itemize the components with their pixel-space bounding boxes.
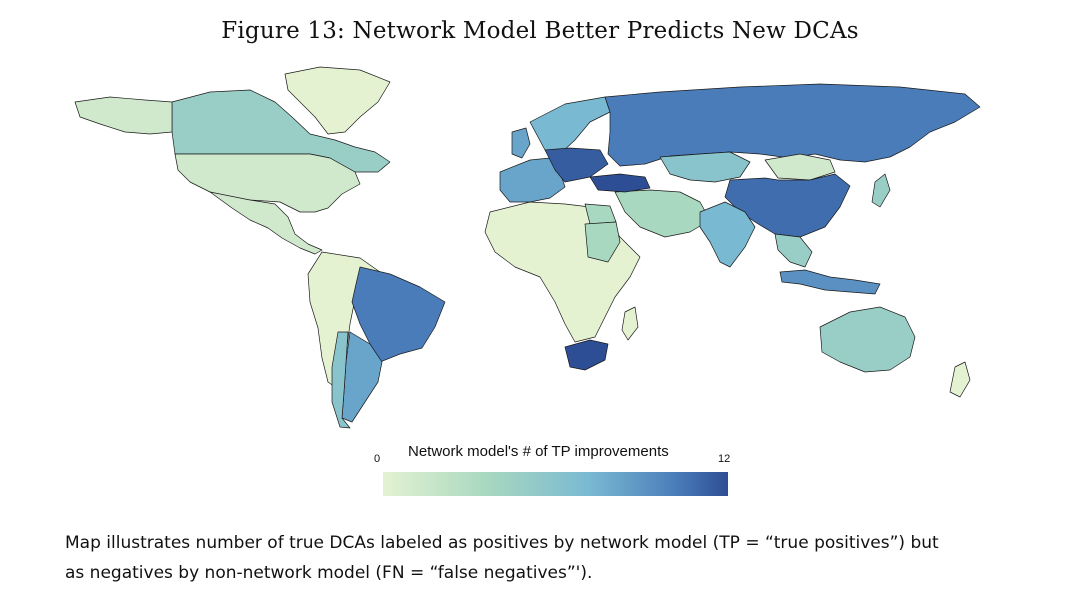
- caption-line-2: as negatives by non-network model (FN = …: [65, 563, 593, 583]
- region-indonesia: [779, 269, 881, 295]
- region-sudan: [584, 221, 621, 263]
- region-madagascar: [621, 306, 639, 341]
- region-india: [699, 201, 756, 268]
- region-chile: [331, 331, 351, 429]
- legend-title: Network model's # of TP improvements: [408, 443, 669, 460]
- region-australia: [819, 306, 916, 373]
- region-mexico: [209, 191, 323, 255]
- region-africa: [484, 201, 641, 343]
- region-united-states: [174, 153, 361, 213]
- region-japan: [871, 173, 891, 208]
- region-egypt: [584, 203, 617, 225]
- figure-title: Figure 13: Network Model Better Predicts…: [221, 18, 859, 44]
- region-united-kingdom: [511, 127, 531, 159]
- region-kazakhstan: [659, 151, 751, 183]
- region-brazil: [351, 266, 446, 363]
- color-legend: Network model's # of TP improvements 0 1…: [374, 440, 731, 500]
- region-turkey: [589, 173, 651, 193]
- region-greenland: [284, 66, 391, 135]
- region-alaska: [74, 96, 173, 135]
- region-mongolia: [764, 153, 836, 181]
- region-russia: [604, 83, 981, 167]
- legend-min-label: 0: [374, 453, 381, 465]
- region-southeast-asia: [774, 233, 813, 268]
- region-germany: [544, 147, 609, 183]
- region-new-zealand: [949, 361, 971, 398]
- legend-max-label: 12: [718, 453, 731, 465]
- region-scandinavia: [529, 96, 611, 155]
- world-choropleth-map: [74, 66, 981, 429]
- caption-line-1: Map illustrates number of true DCAs labe…: [65, 533, 939, 553]
- legend-color-bar: [383, 472, 728, 496]
- figure-caption: Map illustrates number of true DCAs labe…: [65, 528, 1025, 588]
- region-south-africa: [564, 339, 609, 371]
- region-western-europe: [499, 157, 566, 203]
- region-middle-east: [614, 189, 711, 238]
